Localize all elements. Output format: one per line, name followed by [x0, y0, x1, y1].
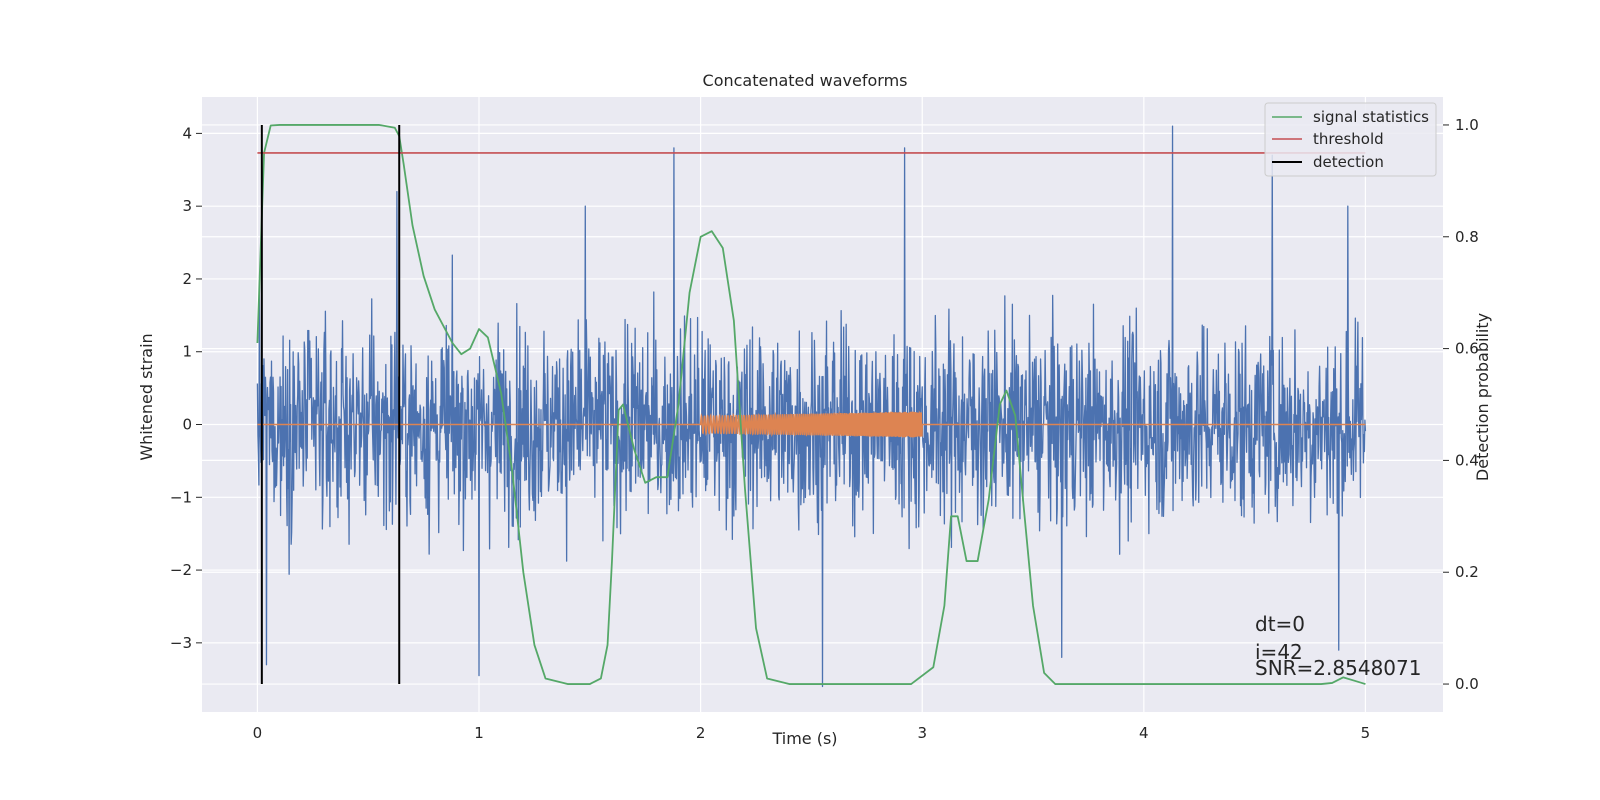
- y-tick-label: 2: [182, 270, 192, 288]
- series-signal-statistics: [256, 124, 1366, 685]
- legend-label-detection: detection: [1313, 153, 1384, 171]
- series-template-chirp: [699, 410, 923, 439]
- y2-tick-label: 1.0: [1455, 116, 1479, 134]
- y2-axis-label: Detection probability: [1473, 313, 1492, 481]
- annotation-i: i=42: [1255, 640, 1303, 664]
- y-tick-label: 1: [182, 343, 192, 361]
- legend-label-signal-statistics: signal statistics: [1313, 108, 1429, 126]
- y-tick-label: 4: [182, 124, 192, 142]
- y-tick-label: −1: [170, 488, 192, 506]
- left-y-axis: −3 −2 −1 0 1 2 3 4: [170, 124, 202, 652]
- x-axis: 0 1 2 3 4 5: [253, 724, 1371, 742]
- y2-tick-label: 0.0: [1455, 675, 1479, 693]
- legend-label-threshold: threshold: [1313, 130, 1384, 148]
- y2-tick-label: 0.6: [1455, 340, 1479, 358]
- annotation-dt: dt=0: [1255, 612, 1305, 636]
- x-tick-label: 2: [696, 724, 706, 742]
- x-tick-label: 4: [1139, 724, 1149, 742]
- x-tick-label: 0: [253, 724, 263, 742]
- y2-tick-label: 0.2: [1455, 563, 1479, 581]
- legend: signal statistics threshold detection: [1264, 102, 1437, 177]
- right-y-axis: 0.0 0.2 0.4 0.6 0.8 1.0: [1443, 116, 1479, 693]
- chart-title: Concatenated waveforms: [703, 71, 908, 90]
- series-layer: [256, 124, 1367, 688]
- y-tick-label: 0: [182, 416, 192, 434]
- series-whitened-strain: [256, 125, 1367, 688]
- plot-series: [256, 124, 1367, 688]
- y-axis-label: Whitened strain: [137, 333, 156, 460]
- legend-box: [1264, 102, 1437, 177]
- annotation-snr: SNR=2.8548071: [1255, 656, 1421, 680]
- y2-tick-label: 0.4: [1455, 451, 1479, 469]
- y-tick-label: 3: [182, 197, 192, 215]
- x-axis-label: Time (s): [771, 729, 837, 748]
- x-tick-label: 5: [1361, 724, 1371, 742]
- y2-tick-label: 0.8: [1455, 228, 1479, 246]
- x-tick-label: 3: [917, 724, 927, 742]
- x-tick-label: 1: [474, 724, 484, 742]
- y-tick-label: −2: [170, 561, 192, 579]
- y-tick-label: −3: [170, 634, 192, 652]
